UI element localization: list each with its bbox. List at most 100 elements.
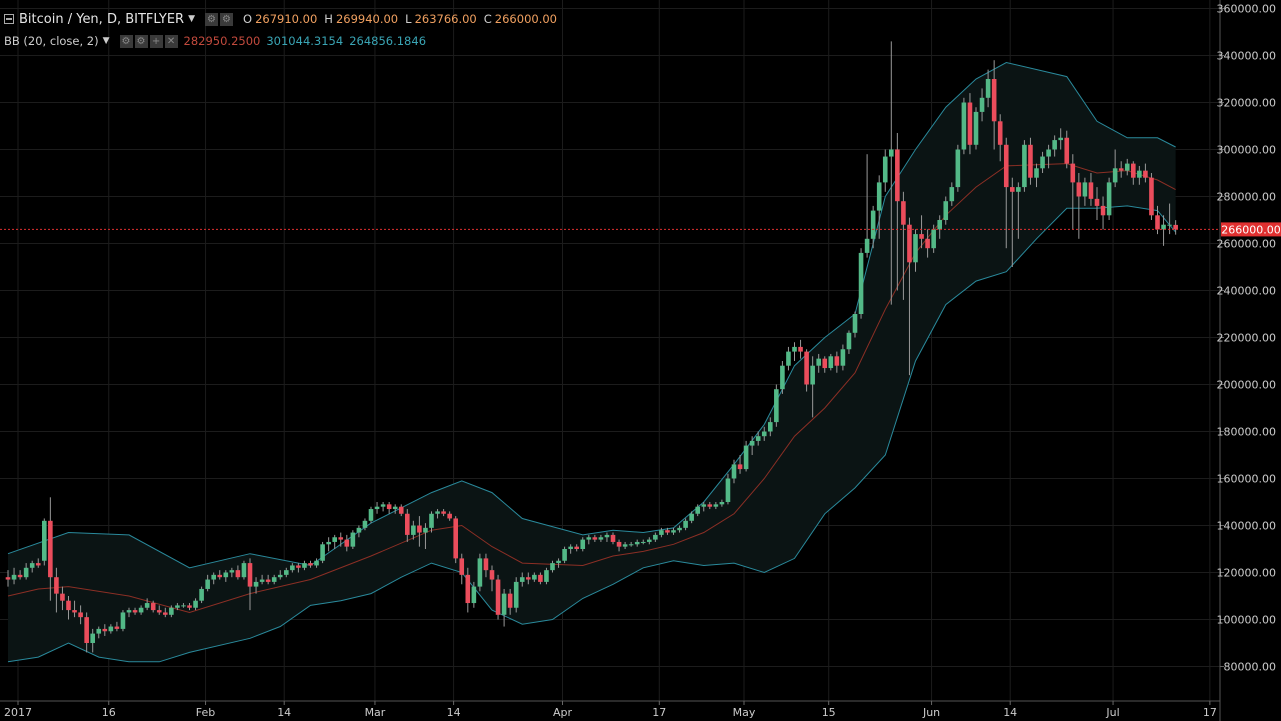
candle[interactable] [290, 563, 295, 573]
candle[interactable] [265, 574, 271, 585]
candle[interactable] [538, 572, 543, 585]
candle[interactable] [562, 546, 567, 564]
candle[interactable] [338, 532, 344, 547]
candle[interactable] [719, 499, 725, 507]
candle[interactable] [368, 506, 374, 524]
candle[interactable] [846, 330, 852, 354]
candle[interactable] [120, 610, 126, 632]
candle[interactable] [441, 509, 446, 517]
candle[interactable] [798, 339, 803, 359]
candle[interactable] [187, 603, 192, 611]
candle[interactable] [816, 353, 821, 373]
candle[interactable] [392, 504, 398, 514]
candle[interactable] [568, 544, 573, 554]
candle[interactable] [211, 572, 216, 585]
indicator-add-icon[interactable]: + [149, 34, 163, 48]
candle[interactable] [501, 588, 507, 627]
candle[interactable] [241, 560, 247, 580]
candle[interactable] [622, 541, 628, 549]
candle[interactable] [1112, 149, 1118, 188]
candle[interactable] [937, 215, 942, 239]
candle[interactable] [713, 502, 719, 510]
candle[interactable] [29, 560, 35, 573]
candle[interactable] [471, 581, 477, 608]
candle[interactable] [949, 182, 955, 206]
candle[interactable] [919, 215, 924, 249]
candle[interactable] [943, 196, 949, 225]
candle[interactable] [429, 511, 434, 533]
candle[interactable] [84, 612, 89, 653]
candle[interactable] [193, 598, 198, 611]
candle[interactable] [532, 572, 537, 582]
candle[interactable] [483, 553, 489, 578]
candle[interactable] [1003, 137, 1009, 249]
candle[interactable] [889, 41, 894, 305]
candle[interactable] [870, 205, 876, 249]
time-axis[interactable]: 2017 16 Feb 14 Mar 14 Apr 17 May 15 Jun 14 Jul 17 [4, 701, 1217, 719]
candle[interactable] [913, 229, 918, 272]
candle[interactable] [465, 567, 471, 613]
candle[interactable] [761, 426, 767, 441]
candle[interactable] [42, 518, 47, 566]
candle[interactable] [749, 436, 755, 455]
candle[interactable] [90, 628, 95, 653]
candle[interactable] [907, 217, 912, 376]
candle[interactable] [828, 353, 834, 371]
candle[interactable] [961, 97, 967, 155]
candle[interactable] [169, 605, 174, 618]
candle[interactable] [640, 539, 646, 545]
candle[interactable] [683, 518, 688, 531]
candle[interactable] [126, 607, 132, 618]
candle[interactable] [1070, 154, 1076, 230]
candle[interactable] [513, 577, 519, 613]
candle[interactable] [925, 229, 930, 258]
price-axis[interactable]: 80000.00 100000.00 120000.00 140000.00 16000… [1217, 3, 1277, 674]
candle[interactable] [707, 502, 713, 510]
candle[interactable] [1058, 128, 1063, 150]
candle[interactable] [574, 544, 579, 552]
candle[interactable] [217, 570, 223, 580]
candle[interactable] [405, 509, 410, 542]
candle[interactable] [1143, 163, 1148, 183]
candle[interactable] [550, 560, 555, 573]
candle[interactable] [1052, 135, 1057, 157]
candle[interactable] [616, 539, 622, 552]
candle[interactable] [768, 417, 773, 437]
candle[interactable] [362, 518, 368, 531]
candle[interactable] [671, 527, 676, 535]
candle[interactable] [858, 248, 864, 319]
candle[interactable] [78, 605, 83, 625]
candle[interactable] [11, 567, 17, 585]
candle[interactable] [423, 523, 428, 549]
candle[interactable] [205, 574, 210, 592]
candle[interactable] [60, 586, 65, 611]
candle[interactable] [1131, 161, 1136, 185]
candle[interactable] [247, 558, 253, 611]
indicator-format-gear-icon[interactable]: ⚙ [134, 34, 148, 48]
candle[interactable] [786, 346, 791, 371]
candle[interactable] [1028, 137, 1033, 185]
candle[interactable] [804, 349, 809, 392]
candle[interactable] [544, 567, 549, 585]
candle[interactable] [1010, 177, 1015, 267]
candle[interactable] [1016, 182, 1021, 239]
candle[interactable] [1040, 151, 1045, 173]
candle[interactable] [507, 588, 513, 615]
candle[interactable] [526, 572, 531, 585]
candle[interactable] [356, 525, 362, 538]
candle[interactable] [792, 342, 797, 361]
candle[interactable] [374, 502, 380, 514]
candle[interactable] [235, 565, 241, 580]
candle[interactable] [302, 560, 307, 571]
candle[interactable] [386, 502, 392, 514]
candle[interactable] [326, 537, 331, 552]
candle[interactable] [96, 626, 102, 639]
candles[interactable] [5, 41, 1178, 653]
candle[interactable] [677, 525, 682, 533]
candle[interactable] [695, 504, 700, 517]
candle[interactable] [647, 537, 652, 545]
candle[interactable] [689, 511, 694, 524]
candle[interactable] [1088, 173, 1094, 206]
candle[interactable] [5, 570, 11, 587]
indicator-name[interactable]: BB (20, close, 2) [4, 34, 99, 48]
